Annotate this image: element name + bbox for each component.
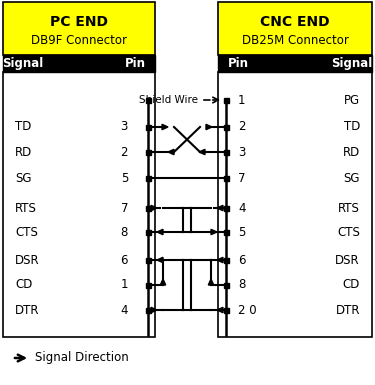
Text: Signal: Signal — [2, 57, 44, 70]
Text: RTS: RTS — [338, 201, 360, 214]
Bar — [146, 149, 150, 154]
Bar — [224, 124, 228, 129]
Text: 1: 1 — [120, 278, 128, 291]
Bar — [224, 97, 228, 102]
Polygon shape — [157, 257, 163, 263]
Text: 7: 7 — [238, 171, 246, 184]
Text: DB9F Connector: DB9F Connector — [31, 33, 127, 47]
Bar — [218, 55, 372, 72]
Text: DTR: DTR — [336, 303, 360, 316]
Text: 2: 2 — [120, 146, 128, 159]
Polygon shape — [206, 124, 212, 130]
Polygon shape — [157, 229, 163, 235]
Text: PC END: PC END — [50, 15, 108, 29]
Bar — [146, 97, 150, 102]
Text: 2 0: 2 0 — [238, 303, 256, 316]
Text: SG: SG — [344, 171, 360, 184]
Bar — [224, 206, 228, 211]
Text: 6: 6 — [120, 253, 128, 266]
Text: 8: 8 — [121, 226, 128, 238]
Polygon shape — [160, 279, 166, 285]
Bar — [146, 308, 150, 313]
Text: RD: RD — [15, 146, 32, 159]
Bar — [146, 124, 150, 129]
Bar — [146, 258, 150, 263]
Bar — [218, 2, 372, 55]
Text: 3: 3 — [238, 146, 245, 159]
Polygon shape — [168, 149, 174, 155]
Text: Pin: Pin — [124, 57, 146, 70]
Bar — [146, 176, 150, 181]
Bar — [146, 283, 150, 288]
Text: CNC END: CNC END — [260, 15, 330, 29]
Bar — [224, 229, 228, 234]
Polygon shape — [217, 257, 223, 263]
Polygon shape — [151, 307, 157, 313]
Polygon shape — [199, 149, 205, 155]
Text: PG: PG — [344, 94, 360, 107]
Text: TD: TD — [15, 121, 32, 134]
Bar — [3, 55, 155, 72]
Bar — [224, 308, 228, 313]
Polygon shape — [151, 205, 157, 211]
Text: CD: CD — [343, 278, 360, 291]
Bar — [3, 72, 155, 337]
Bar — [146, 206, 150, 211]
Bar — [224, 283, 228, 288]
Text: 6: 6 — [238, 253, 246, 266]
Text: 8: 8 — [238, 278, 245, 291]
Text: Signal Direction: Signal Direction — [35, 352, 129, 365]
Bar — [146, 229, 150, 234]
Polygon shape — [217, 205, 223, 211]
Text: 7: 7 — [120, 201, 128, 214]
Text: CTS: CTS — [15, 226, 38, 238]
Text: 3: 3 — [121, 121, 128, 134]
Text: RD: RD — [343, 146, 360, 159]
Bar — [224, 258, 228, 263]
Text: Shield Wire: Shield Wire — [139, 95, 198, 105]
Polygon shape — [162, 124, 168, 130]
Text: 4: 4 — [238, 201, 246, 214]
Text: Signal: Signal — [332, 57, 373, 70]
Polygon shape — [211, 229, 217, 235]
Text: DSR: DSR — [335, 253, 360, 266]
Text: CD: CD — [15, 278, 32, 291]
Bar — [3, 2, 155, 55]
Text: 1: 1 — [238, 94, 246, 107]
Bar — [224, 176, 228, 181]
Polygon shape — [217, 307, 223, 313]
Text: DSR: DSR — [15, 253, 40, 266]
Bar — [224, 149, 228, 154]
Polygon shape — [208, 279, 214, 285]
Text: DTR: DTR — [15, 303, 39, 316]
Text: CTS: CTS — [337, 226, 360, 238]
Text: TD: TD — [344, 121, 360, 134]
Text: SG: SG — [15, 171, 32, 184]
Text: DB25M Connector: DB25M Connector — [242, 33, 348, 47]
Text: Pin: Pin — [228, 57, 249, 70]
Bar — [218, 72, 372, 337]
Text: 4: 4 — [120, 303, 128, 316]
Text: 2: 2 — [238, 121, 246, 134]
Text: 5: 5 — [238, 226, 245, 238]
Text: 5: 5 — [121, 171, 128, 184]
Text: RTS: RTS — [15, 201, 37, 214]
